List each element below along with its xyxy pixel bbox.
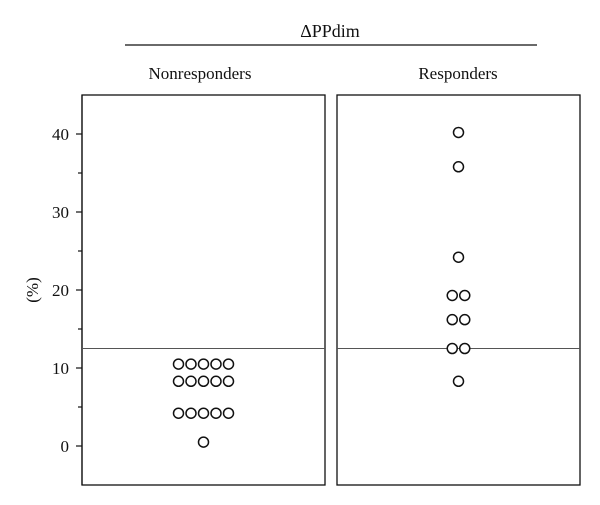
- panel-frame-responders: [336, 94, 581, 486]
- responder-point: [446, 289, 458, 302]
- data-points: [172, 126, 471, 448]
- nonresponder-point: [197, 436, 210, 448]
- chart-title: ΔPPdim: [300, 21, 360, 41]
- nonresponder-point: [197, 407, 210, 419]
- responder-point: [459, 342, 471, 355]
- y-tick-label: 40: [52, 125, 69, 144]
- y-tick-label: 10: [52, 359, 69, 378]
- nonresponder-point: [185, 358, 197, 370]
- nonresponder-point: [210, 407, 222, 419]
- responder-point: [452, 251, 465, 263]
- nonresponder-point: [172, 407, 185, 419]
- y-axis-label: (%): [23, 277, 42, 302]
- y-tick-label: 20: [52, 281, 69, 300]
- panel-label-responders: Responders: [418, 64, 497, 83]
- panel-frame-nonresponders: [81, 94, 326, 486]
- responder-point: [446, 342, 458, 355]
- nonresponder-point: [222, 358, 235, 370]
- responder-point: [452, 375, 465, 388]
- responder-point: [452, 126, 465, 139]
- nonresponder-point: [222, 407, 235, 419]
- nonresponder-point: [172, 375, 185, 388]
- responder-point: [452, 161, 465, 173]
- nonresponder-point: [210, 358, 222, 370]
- y-tick-label: 30: [52, 203, 69, 222]
- nonresponder-point: [185, 375, 197, 388]
- y-ticks: 0 10 20 30 40: [52, 125, 82, 456]
- panel-label-nonresponders: Nonresponders: [149, 64, 252, 83]
- responder-point: [459, 313, 471, 326]
- nonresponder-point: [185, 407, 197, 419]
- nonresponder-point: [172, 358, 185, 370]
- responder-point: [459, 289, 471, 302]
- nonresponder-point: [222, 375, 235, 388]
- responder-point: [446, 313, 458, 326]
- y-tick-label: 0: [61, 437, 70, 456]
- nonresponder-point: [197, 358, 210, 370]
- nonresponder-point: [197, 375, 210, 388]
- nonresponder-point: [210, 375, 222, 388]
